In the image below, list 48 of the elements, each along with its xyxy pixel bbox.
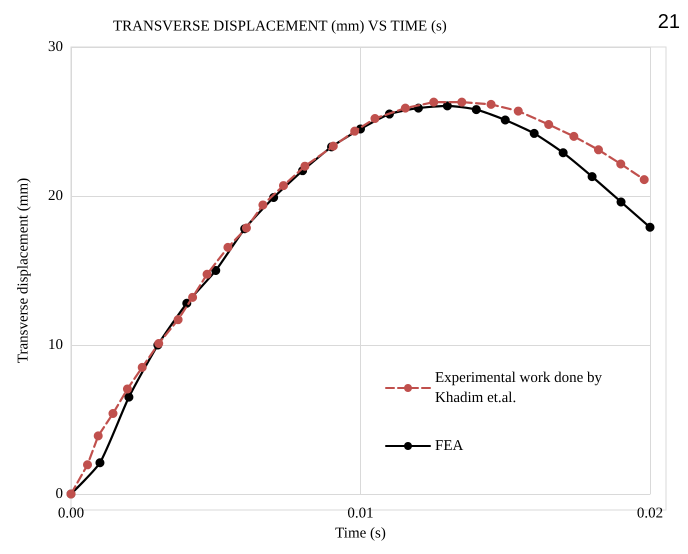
point	[486, 100, 496, 109]
text: 21	[658, 11, 680, 33]
point	[370, 114, 380, 124]
point	[94, 431, 103, 440]
point	[279, 181, 288, 190]
y-tick-label: 0	[56, 486, 63, 502]
point	[457, 98, 466, 107]
point	[350, 126, 360, 136]
x-axis-title: Time (s)	[335, 526, 386, 542]
point	[530, 128, 539, 138]
point	[514, 106, 523, 116]
y-axis-title: Transverse displacement (mm)	[16, 178, 32, 364]
point	[124, 392, 134, 402]
legend-label: FEA	[435, 438, 464, 454]
x-tick-label: 0.01	[347, 506, 374, 522]
point	[95, 458, 104, 468]
point	[211, 266, 220, 275]
point	[188, 292, 198, 302]
chart-title: TRANSVERSE DISPLACEMENT (mm) VS TIME (s)	[113, 18, 447, 34]
point	[174, 315, 183, 324]
point	[472, 105, 481, 114]
point	[569, 132, 578, 141]
point	[558, 148, 568, 158]
point	[138, 362, 147, 372]
x-tick-label: 0.00	[58, 506, 84, 522]
y-tick-label: 30	[48, 39, 63, 55]
point	[429, 98, 438, 107]
point	[616, 159, 626, 168]
point	[646, 222, 654, 232]
point	[616, 197, 626, 206]
point	[300, 162, 310, 171]
y-tick-label: 10	[48, 337, 63, 353]
point	[594, 145, 603, 154]
point	[122, 384, 132, 394]
point	[500, 116, 510, 125]
point	[400, 104, 410, 113]
legend-label: Experimental work done by Khadim et.al.	[435, 370, 606, 406]
y-tick-label: 20	[48, 188, 63, 204]
point	[544, 120, 554, 129]
point	[258, 200, 268, 210]
point	[223, 242, 232, 252]
point	[108, 409, 118, 418]
point	[442, 101, 452, 110]
x-tick-label: 0.02	[636, 506, 664, 522]
point	[588, 172, 597, 182]
point	[202, 270, 212, 279]
point	[83, 460, 92, 470]
point	[640, 175, 649, 184]
